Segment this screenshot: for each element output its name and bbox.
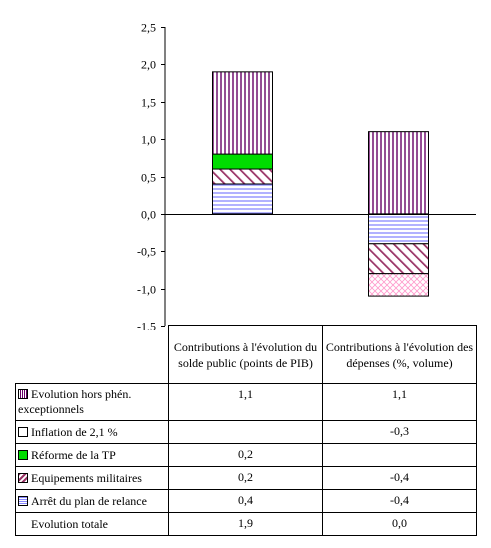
bar-segment [212, 71, 273, 155]
y-tick-label: 1,0 [141, 133, 156, 147]
bar-segment [368, 243, 429, 275]
table-cell: -0,3 [322, 420, 477, 444]
row-label: Inflation de 2,1 % [31, 424, 118, 439]
table-cell: -0,4 [322, 489, 477, 513]
table-cell: 1,1 [322, 383, 477, 421]
y-tick-label: -1,5 [137, 320, 156, 331]
bar-segment [212, 183, 273, 215]
row-label: Evolution totale [31, 516, 108, 531]
row-label: Arrêt du plan de relance [31, 493, 147, 508]
table-cell: 0,4 [168, 489, 323, 513]
column-header-2: Contributions à l'évolution des dépenses… [322, 325, 477, 384]
row-label: Evolution hors phén. exceptionnels [18, 387, 132, 416]
table-cell: 1,9 [168, 512, 323, 536]
table-cell [168, 420, 323, 444]
table-cell: 0,2 [168, 466, 323, 490]
chart-plot: 2,5 2,0 1,5 1,0 0,5 0,0 -0,5 -1,0 -1,5 [137, 21, 476, 331]
legend-swatch-icon [18, 389, 28, 400]
column-header-1: Contributions à l'évolution du solde pub… [168, 325, 323, 384]
table-cell: 1,1 [168, 383, 323, 421]
table-cell: 0,0 [322, 512, 477, 536]
y-tick-label: 0,5 [141, 171, 156, 185]
table-row: Equipements militaires 0,2 -0,4 [15, 466, 477, 490]
bar-segment [368, 273, 429, 297]
table-cell [322, 443, 477, 467]
table-cell: -0,4 [322, 466, 477, 490]
table-row: Arrêt du plan de relance 0,4 -0,4 [15, 489, 477, 513]
y-tick-label: -1,0 [137, 283, 156, 297]
legend-swatch-icon [18, 426, 28, 437]
y-tick-label: 2,5 [141, 21, 156, 35]
data-table: Contributions à l'évolution du solde pub… [15, 325, 477, 536]
table-row: Inflation de 2,1 % -0,3 [15, 420, 477, 444]
table-row: Réforme de la TP 0,2 [15, 443, 477, 467]
row-label: Réforme de la TP [31, 447, 116, 462]
bar-segment [212, 168, 273, 185]
row-label: Equipements militaires [31, 470, 142, 485]
y-tick-label: 2,0 [141, 58, 156, 72]
table-row: Evolution hors phén. exceptionnels 1,1 1… [15, 383, 477, 421]
bar-segment [368, 213, 429, 245]
legend-swatch-icon [18, 449, 28, 460]
bar-segment [212, 153, 273, 170]
y-tick-label: 1,5 [141, 96, 156, 110]
y-tick-label: -0,5 [137, 245, 156, 259]
y-tick-label: 0,0 [141, 208, 156, 222]
bar-segment [368, 131, 429, 215]
legend-swatch-icon [18, 495, 28, 506]
table-cell: 0,2 [168, 443, 323, 467]
table-row: Evolution totale 1,9 0,0 [15, 512, 477, 536]
legend-swatch-icon [18, 472, 28, 483]
